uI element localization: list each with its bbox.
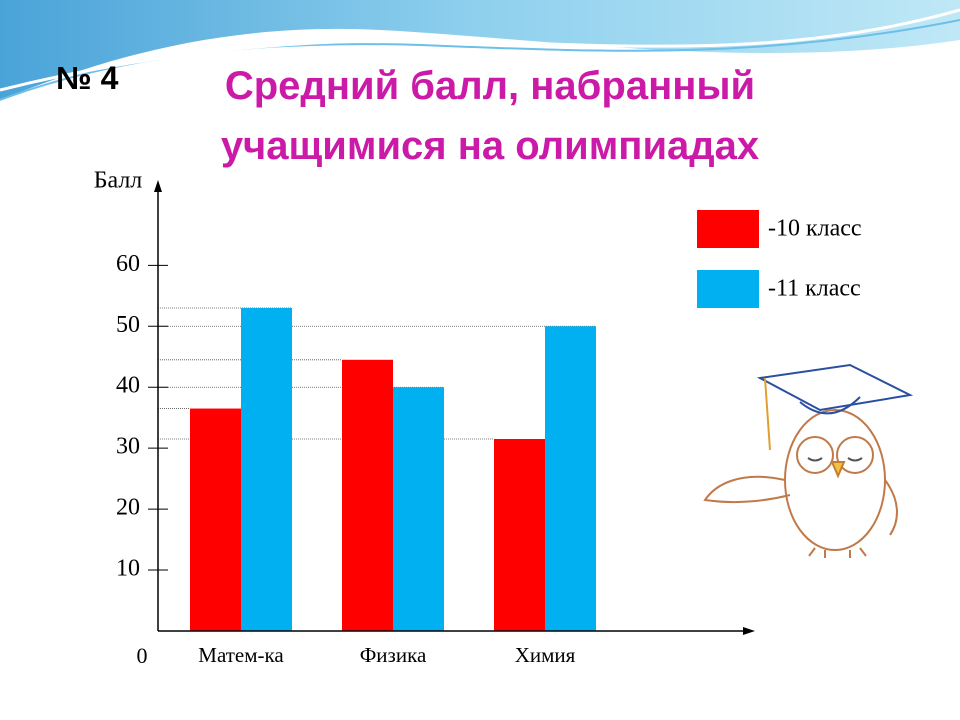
y-tick-label: 50 xyxy=(116,312,140,338)
bar xyxy=(190,408,241,631)
legend-swatch xyxy=(697,210,759,248)
y-tick-label: 20 xyxy=(116,495,140,521)
owl xyxy=(703,363,914,558)
legend-label: -10 класс xyxy=(768,216,862,242)
y-tick-label: 60 xyxy=(116,251,140,277)
legend-label: -11 класс xyxy=(768,276,861,302)
bar xyxy=(545,326,596,631)
x-tick-label: Матем-ка xyxy=(198,643,284,667)
x-axis-arrow xyxy=(743,627,755,635)
y-tick-label: 40 xyxy=(116,373,140,399)
background-wave xyxy=(0,0,960,101)
y-axis-arrow xyxy=(154,180,162,192)
bar xyxy=(342,359,393,631)
bar xyxy=(241,307,292,631)
x-tick-label: Физика xyxy=(360,643,427,667)
y-tick-label: 0 xyxy=(137,643,148,668)
legend-swatch xyxy=(697,270,759,308)
x-tick-label: Химия xyxy=(515,643,576,667)
y-tick-label: 30 xyxy=(116,434,140,460)
bar xyxy=(494,439,545,631)
chart-title: Средний балл, набранный учащимися на оли… xyxy=(220,64,760,168)
y-axis-label: Балл xyxy=(94,168,143,194)
slide-label: № 4 xyxy=(56,60,119,96)
y-tick-label: 10 xyxy=(116,556,140,582)
bar xyxy=(393,387,444,631)
